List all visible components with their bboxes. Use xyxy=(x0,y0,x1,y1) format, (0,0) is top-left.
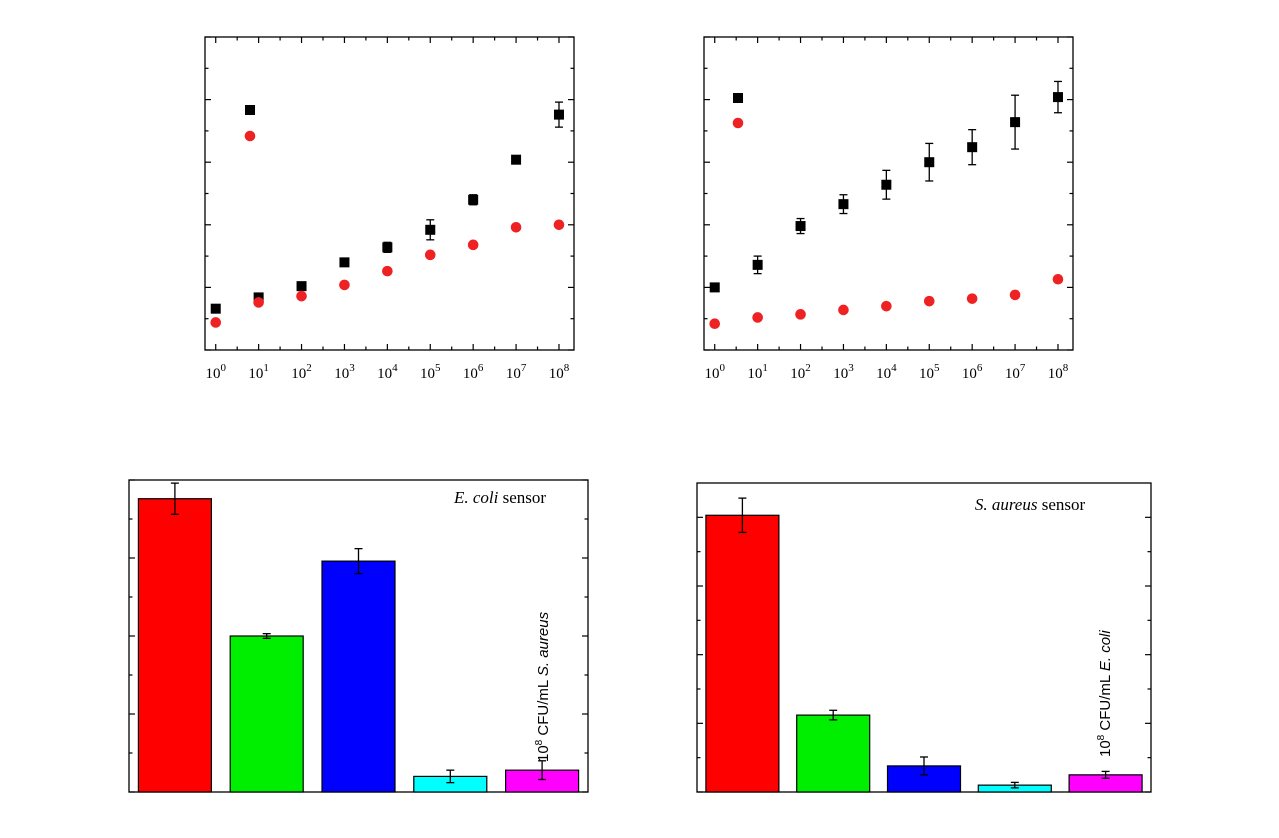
series-mip xyxy=(709,273,1064,330)
data-point-square xyxy=(468,194,479,205)
chart-panel-a: 100 101 102 103 104 105 106 107 108 xyxy=(204,36,575,382)
data-point-circle xyxy=(881,300,892,312)
x-tick-label: 105 xyxy=(919,362,940,382)
bar-mip xyxy=(229,635,304,793)
chart-panel-b: 100 101 102 103 104 105 106 107 108 xyxy=(703,36,1074,382)
data-point-square xyxy=(382,242,393,253)
x-tick-label: 106 xyxy=(962,362,983,382)
data-point-square xyxy=(339,257,350,268)
x-tick-label: 102 xyxy=(790,362,811,382)
data-point-circle xyxy=(296,290,307,302)
data-point-circle xyxy=(382,265,393,277)
x-tick-label: 105 xyxy=(420,362,441,382)
x-tick-label: 104 xyxy=(377,362,398,382)
data-point-circle xyxy=(838,304,849,316)
data-point-square xyxy=(296,281,307,292)
data-point-square xyxy=(511,154,522,165)
x-tick-label: 100 xyxy=(704,362,725,382)
data-point-circle xyxy=(510,222,522,233)
x-tick-label: 100 xyxy=(205,362,226,382)
data-point-square xyxy=(1052,92,1063,103)
chart-title: S. aureus sensor xyxy=(975,495,1086,514)
data-point-square xyxy=(967,142,978,153)
x-tick-label: 101 xyxy=(747,362,768,382)
data-point-square xyxy=(795,221,806,232)
bar-apta-mip xyxy=(705,514,780,793)
data-point-circle xyxy=(253,297,264,308)
data-point-circle xyxy=(795,309,806,320)
control-annotation: 108 CFU/mL S. aureus xyxy=(534,611,552,762)
x-tick-label: 106 xyxy=(463,362,484,382)
bar-apta-mip xyxy=(137,498,212,793)
bar-aptasensor xyxy=(321,560,396,793)
data-point-circle xyxy=(1052,273,1064,285)
data-point-square xyxy=(553,109,564,120)
data-point-square xyxy=(425,224,436,235)
data-point-circle xyxy=(966,293,978,304)
bar-mip xyxy=(796,714,871,793)
series-mip xyxy=(210,219,565,328)
x-tick-label: 108 xyxy=(549,362,570,382)
x-tick-label: 107 xyxy=(506,362,527,382)
data-point-circle xyxy=(210,317,222,328)
x-tick-label: 107 xyxy=(1005,362,1026,382)
series-apta-mip xyxy=(709,80,1063,293)
x-tick-label: 108 xyxy=(1048,362,1069,382)
control-annotation: 108 CFU/mL E. coli xyxy=(1096,630,1114,757)
data-point-square xyxy=(881,179,892,190)
series-apta-mip xyxy=(210,101,564,314)
data-point-circle xyxy=(424,249,436,261)
data-point-circle xyxy=(752,312,763,323)
x-tick-label: 104 xyxy=(876,362,897,382)
x-tick-label: 101 xyxy=(248,362,269,382)
data-point-circle xyxy=(339,279,350,291)
chart-panel-c: E. coli sensor 108 CFU/mL S. aureus xyxy=(128,479,589,793)
x-tick-label: 102 xyxy=(291,362,312,382)
legend-marker-circle xyxy=(244,130,256,142)
data-point-square xyxy=(752,259,763,270)
x-tick-label: 103 xyxy=(833,362,854,382)
chart-title: E. coli sensor xyxy=(453,488,546,507)
data-point-square xyxy=(838,199,849,210)
data-point-square xyxy=(210,303,221,314)
data-point-circle xyxy=(709,318,721,330)
legend-marker-circle xyxy=(732,117,744,129)
data-point-circle xyxy=(467,239,479,251)
data-point-circle xyxy=(923,295,935,307)
legend-marker-square xyxy=(245,105,255,115)
legend-marker-square xyxy=(733,93,743,103)
data-point-circle xyxy=(1009,289,1021,301)
chart-panel-d: S. aureus sensor 108 CFU/mL E. coli xyxy=(696,482,1152,793)
x-tick-label: 103 xyxy=(334,362,355,382)
data-point-circle xyxy=(553,219,565,231)
data-point-square xyxy=(1010,117,1021,128)
data-point-square xyxy=(924,157,935,168)
data-point-square xyxy=(709,282,720,293)
